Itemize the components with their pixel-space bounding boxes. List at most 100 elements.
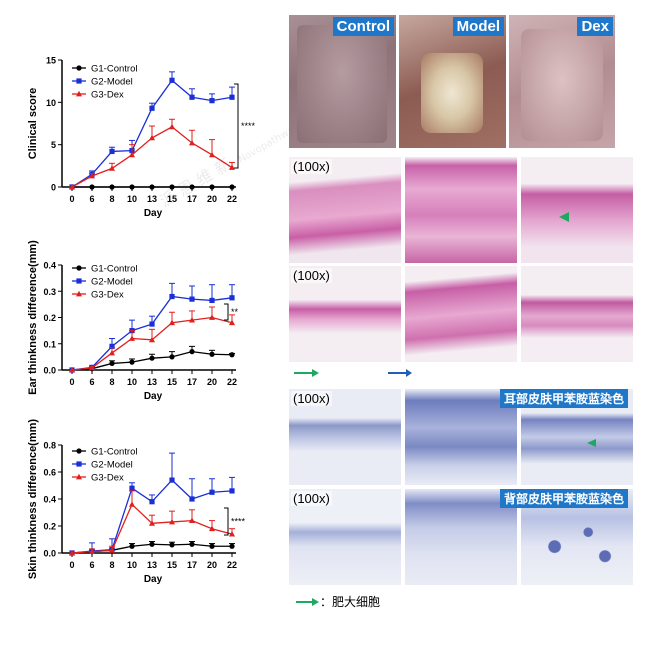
data-point: [109, 343, 115, 349]
x-tick-label: 0: [69, 377, 74, 387]
x-tick-label: 0: [69, 560, 74, 570]
legend-label: G1-Control: [91, 447, 137, 458]
he-row2-control: (100x): [289, 266, 401, 362]
data-point: [109, 547, 115, 553]
data-point: [169, 354, 175, 360]
photo-control-skin: [297, 25, 387, 143]
he-row2-dex: [521, 266, 633, 362]
data-point: [89, 184, 95, 190]
x-tick-label: 15: [167, 194, 177, 204]
data-point: [189, 316, 195, 323]
data-point: [169, 542, 175, 548]
x-tick-label: 10: [127, 560, 137, 570]
data-point: [129, 335, 135, 341]
photo-label-control: Control: [332, 17, 394, 36]
significance-label: ****: [241, 121, 256, 131]
data-point: [149, 336, 155, 343]
x-tick-label: 0: [69, 194, 74, 204]
data-point: [129, 151, 135, 158]
data-point: [229, 164, 235, 170]
y-tick-label: 5: [51, 140, 56, 150]
x-tick-label: 20: [207, 194, 217, 204]
x-tick-label: 10: [127, 194, 137, 204]
x-tick-label: 17: [187, 560, 197, 570]
x-axis-label: Day: [144, 574, 163, 585]
x-axis-label: Day: [144, 208, 163, 219]
y-tick-label: 0: [51, 183, 56, 193]
y-tick-label: 0.0: [43, 549, 56, 559]
legend-marker: [76, 278, 82, 284]
data-point: [69, 183, 75, 190]
y-axis-label: Ear thinkness difference(mm): [27, 240, 39, 395]
mast-cell-arrow-1: [559, 212, 569, 222]
data-point: [89, 364, 95, 371]
data-point: [229, 543, 235, 549]
legend-marker: [76, 448, 82, 454]
data-point: [209, 151, 215, 158]
data-point: [169, 518, 175, 525]
green-arrow-icon: [294, 369, 319, 377]
x-tick-label: 6: [89, 377, 94, 387]
data-point: [209, 489, 215, 495]
data-point: [89, 172, 95, 179]
photo-control: Control: [289, 15, 396, 148]
legend-label: G3-Dex: [91, 90, 124, 101]
data-point: [189, 517, 195, 523]
data-point: [129, 184, 135, 190]
data-point: [189, 496, 195, 502]
data-point: [189, 94, 195, 100]
data-point: [189, 184, 195, 190]
data-point: [129, 543, 135, 549]
mast-cell-arrow-2: [587, 439, 596, 447]
significance-bracket: [234, 83, 239, 169]
legend-label: G1-Control: [91, 64, 137, 75]
x-tick-label: 22: [227, 560, 237, 570]
legend-label: G3-Dex: [91, 290, 124, 301]
data-point: [169, 77, 175, 83]
data-point: [169, 477, 175, 483]
y-tick-label: 0.0: [43, 366, 56, 376]
x-tick-label: 13: [147, 377, 157, 387]
y-tick-label: 10: [46, 98, 56, 108]
he-row1-dex: [521, 157, 633, 263]
y-tick-label: 15: [46, 56, 56, 66]
data-point: [189, 296, 195, 302]
data-point: [169, 123, 175, 130]
photo-dex: Dex: [509, 15, 615, 148]
photo-model-lesion: [421, 53, 483, 133]
data-point: [209, 98, 215, 104]
tb-ear-control: (100x): [289, 389, 401, 485]
he-row1-model: [405, 157, 517, 263]
blue-arrow-icon: [388, 369, 412, 377]
data-point: [89, 548, 95, 555]
x-tick-label: 22: [227, 194, 237, 204]
he-magnification-1: (100x): [291, 159, 332, 174]
data-point: [109, 148, 115, 155]
data-point: [189, 541, 195, 547]
tb-ear-title: 耳部皮肤甲苯胺蓝染色: [500, 389, 629, 408]
data-point: [149, 520, 155, 526]
significance-bracket: [224, 303, 229, 321]
y-tick-label: 0.2: [43, 522, 56, 532]
data-point: [229, 94, 235, 100]
data-point: [149, 134, 155, 141]
data-point: [169, 319, 175, 326]
x-tick-label: 13: [147, 560, 157, 570]
data-point: [149, 105, 155, 111]
x-axis-label: Day: [144, 391, 163, 402]
data-point: [129, 485, 135, 491]
x-tick-label: 10: [127, 377, 137, 387]
chart-svg-0: 0 5 10 15 0 6 8 10 13 15 17 20 22 Day Clinical score G1…: [27, 56, 256, 220]
chart-svg-2: 0.0 0.2 0.4 0.6 0.8 0 6 8 10 13 15 17 20 22 Day Skin th…: [27, 419, 246, 585]
data-point: [149, 541, 155, 547]
x-tick-label: 17: [187, 377, 197, 387]
data-point: [209, 351, 215, 357]
y-tick-label: 0.8: [43, 441, 56, 451]
data-point: [229, 295, 235, 301]
legend-label: G1-Control: [91, 264, 137, 275]
data-point: [149, 321, 155, 327]
photo-label-model: Model: [452, 17, 504, 36]
significance-label: **: [231, 307, 239, 317]
photo-dex-skin: [521, 29, 603, 141]
data-point: [109, 184, 115, 190]
